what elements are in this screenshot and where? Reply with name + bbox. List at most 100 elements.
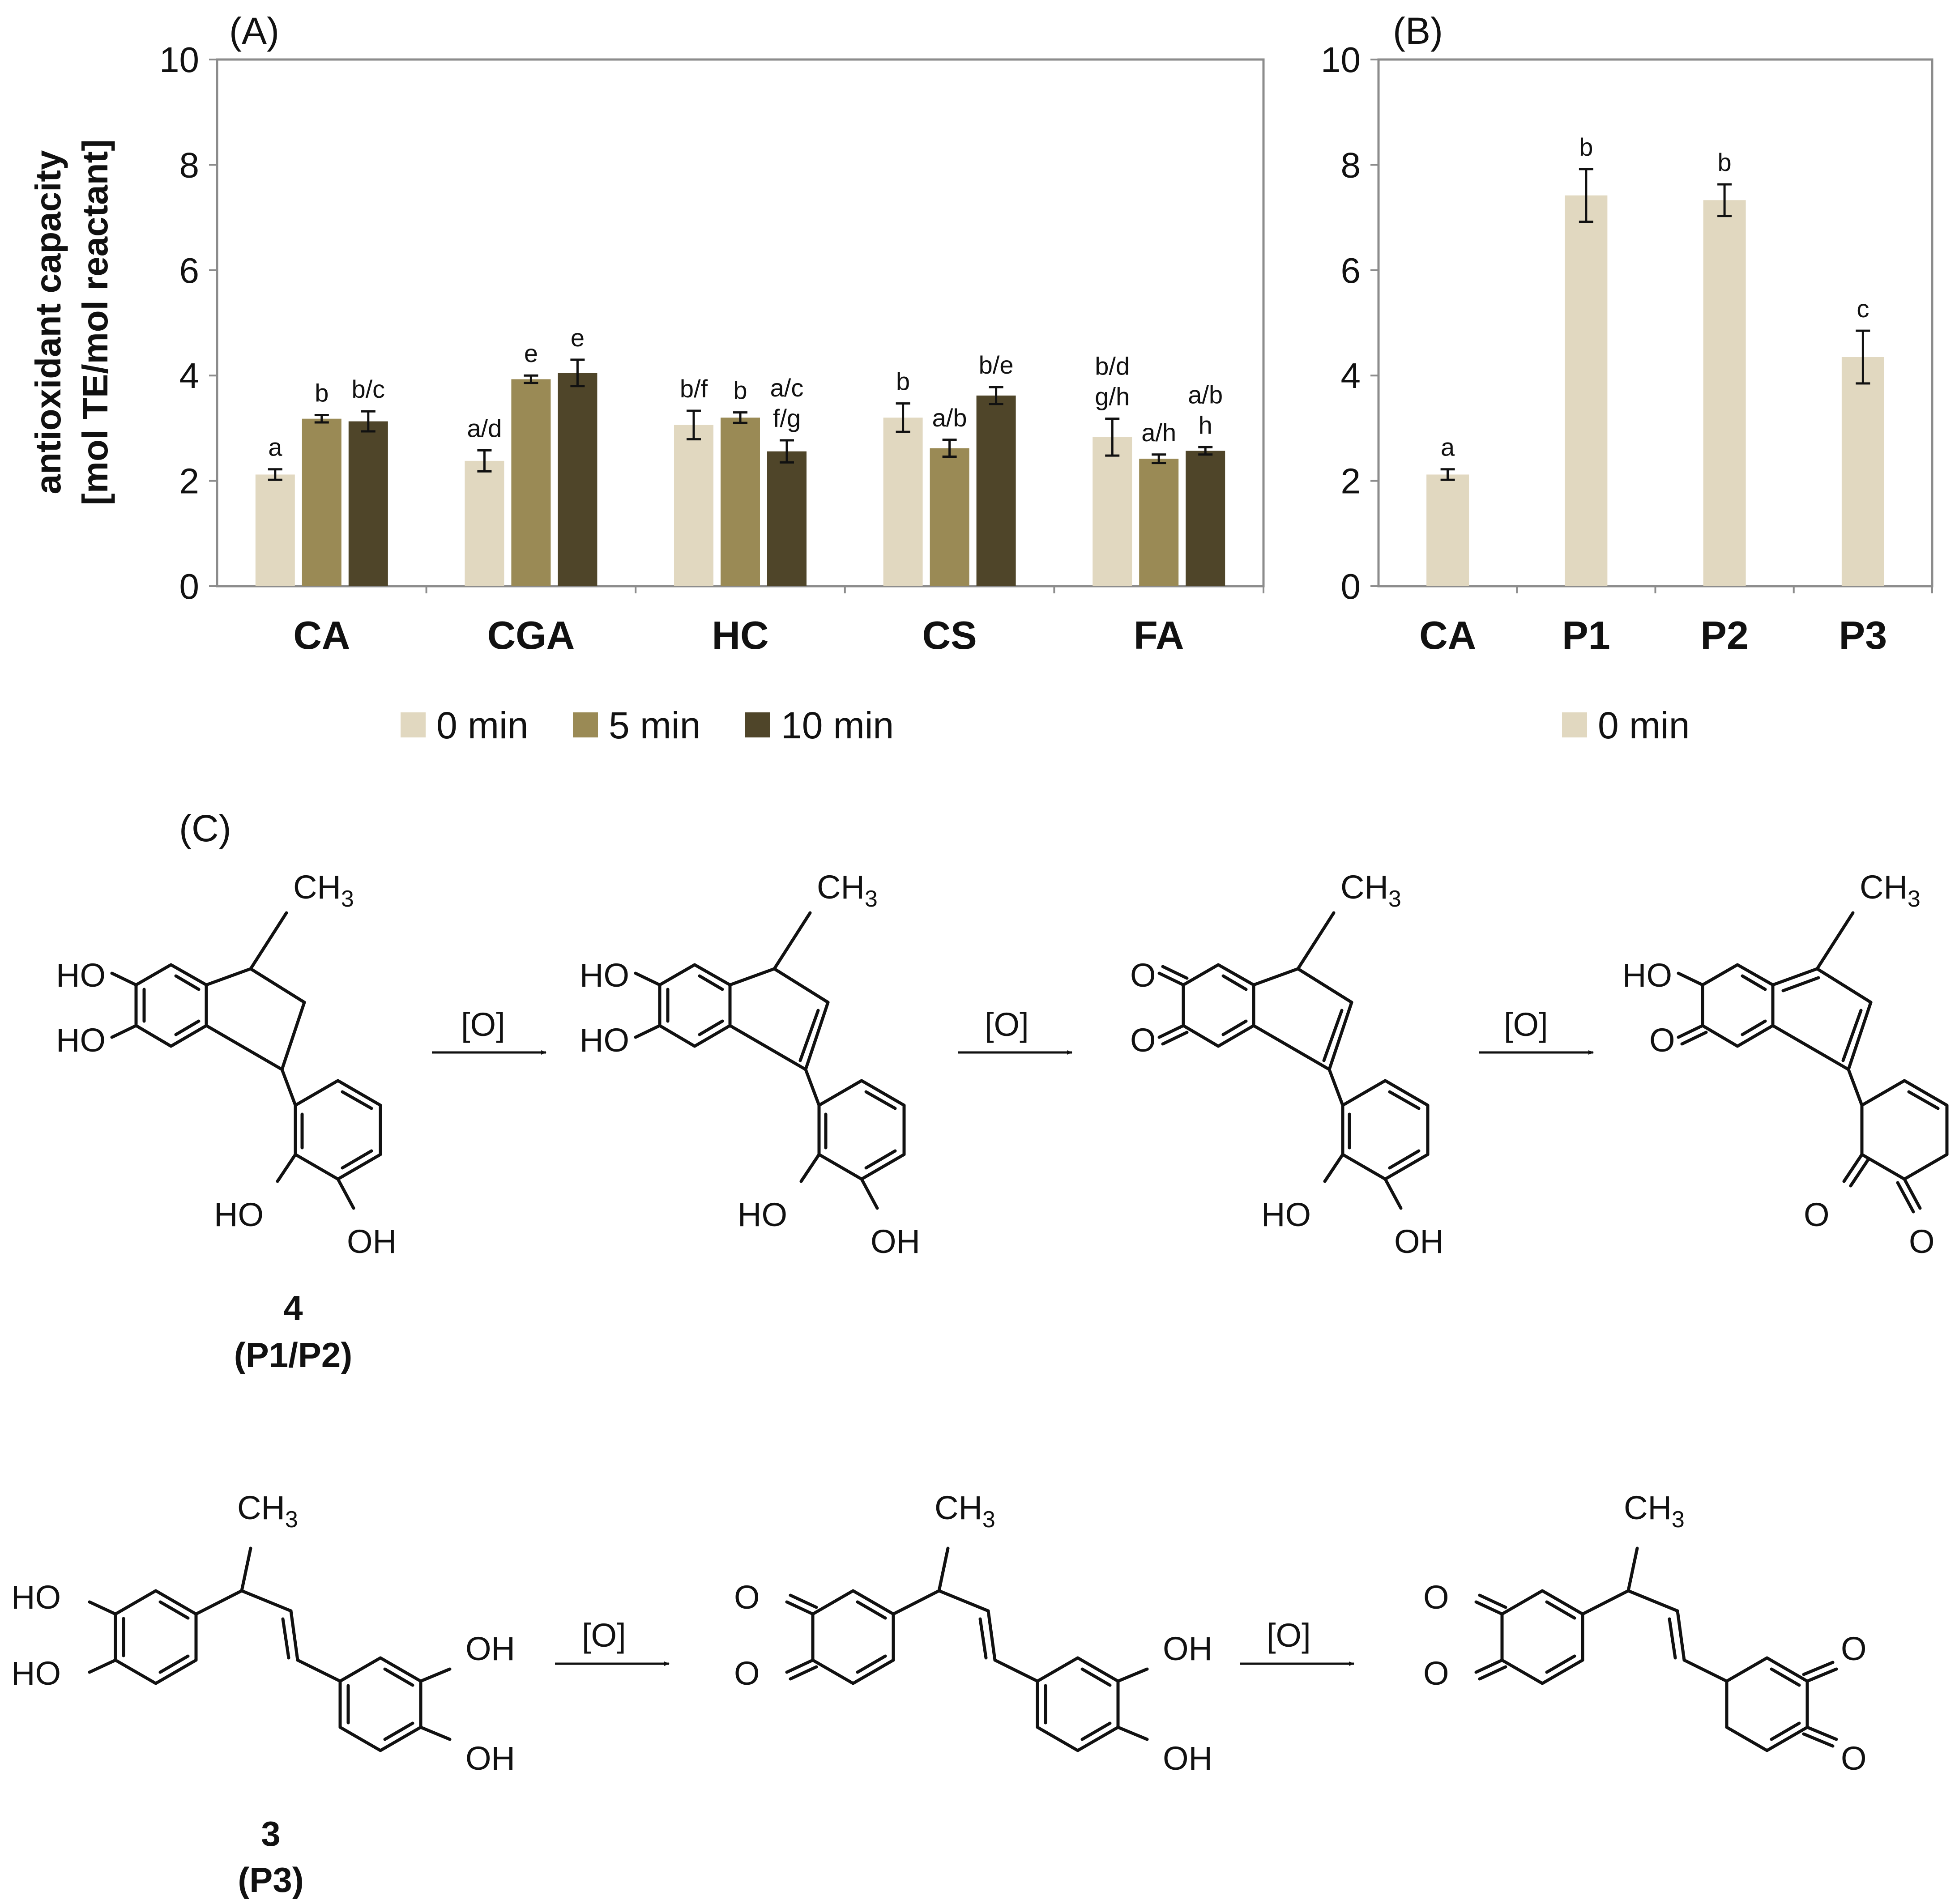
significance-label: a/c [770, 374, 804, 402]
oh-label: OH [465, 1630, 515, 1667]
o-label: O [1841, 1740, 1867, 1777]
molecule-bis-quinone-labels: CH3 HO O O O [1622, 869, 1935, 1260]
y-axis-label-line2: [mol TE/mol reactant] [75, 139, 115, 505]
o-label: O [1909, 1223, 1935, 1260]
category-label: CA [293, 613, 350, 657]
bar [558, 373, 598, 586]
legend-b: 0 min [1562, 704, 1690, 746]
significance-label: f/g [773, 404, 801, 432]
significance-label: b/e [979, 351, 1014, 379]
y-tick-label: 8 [1341, 145, 1361, 185]
bar-group: a b b c [1426, 133, 1884, 586]
category-label: CA [1419, 613, 1476, 657]
oh-label: OH [1163, 1740, 1212, 1777]
molecule-indene-labels: CH3 HO HO HO OH [580, 869, 920, 1260]
legend-swatch [573, 712, 598, 737]
reaction-arrow-2: [O] [958, 1006, 1072, 1055]
molecule-quinone-indene [1157, 911, 1430, 1210]
bar [465, 460, 504, 586]
reagent-label: [O] [1267, 1617, 1311, 1654]
legend-label: 0 min [1598, 704, 1690, 746]
chart-panel-a: (A) 0 2 4 6 8 10 antioxidant capacity [mol TE… [28, 10, 1265, 746]
o-label: O [1130, 1022, 1156, 1059]
y-tick-label: 8 [179, 145, 200, 185]
ch3-label: CH3 [935, 1489, 995, 1533]
oh-label: OH [871, 1223, 920, 1260]
legend-a: 0 min 5 min 10 min [401, 704, 894, 746]
bar [1565, 195, 1608, 586]
category-label: P2 [1700, 613, 1749, 657]
bar [348, 421, 388, 586]
legend-swatch [401, 712, 426, 737]
molecule-mono-quinone-labels: CH3 O O OH OH [734, 1489, 1212, 1777]
oh-label: OH [347, 1223, 397, 1260]
ch3-label: CH3 [237, 1489, 298, 1533]
significance-label: a/h [1141, 418, 1176, 447]
x-axis-categories: CA P1 P2 P3 [1419, 586, 1933, 657]
y-axis: 0 2 4 6 8 10 [1321, 40, 1379, 606]
category-label: P1 [1562, 613, 1610, 657]
molecule-indene [634, 911, 906, 1210]
significance-label: a/b [1188, 380, 1223, 409]
panel-label-b: (B) [1393, 10, 1443, 52]
ho-label: HO [738, 1196, 787, 1233]
bar [930, 448, 969, 586]
o-label: O [734, 1655, 760, 1692]
compound-name-p1-p2: (P1/P2) [234, 1335, 352, 1375]
category-label: HC [712, 613, 768, 657]
reaction-arrow-3: [O] [1479, 1006, 1594, 1055]
y-tick-label: 2 [1341, 461, 1361, 501]
significance-label: e [524, 339, 538, 367]
reagent-label: [O] [582, 1617, 626, 1654]
y-axis-label-line1: antioxidant capacity [28, 150, 68, 494]
significance-label: c [1857, 294, 1869, 323]
ch3-label: CH3 [1340, 869, 1401, 912]
ho-label: HO [1261, 1196, 1311, 1233]
bar [976, 395, 1016, 586]
bar [511, 379, 551, 586]
ho-label: HO [11, 1655, 61, 1692]
compound-number-4: 4 [283, 1288, 303, 1328]
reaction-arrow-1: [O] [432, 1006, 546, 1055]
y-tick-label: 0 [1341, 567, 1361, 606]
bar [255, 474, 295, 586]
y-tick-label: 6 [1341, 251, 1361, 290]
o-label: O [1423, 1655, 1449, 1692]
legend-swatch [745, 712, 770, 737]
molecule-3-labels: CH3 HO HO OH OH [11, 1489, 515, 1777]
reaction-arrow-4: [O] [555, 1617, 670, 1666]
o-label: O [1130, 957, 1156, 994]
legend-swatch [1562, 712, 1587, 737]
y-tick-label: 10 [1321, 40, 1361, 80]
ho-label: HO [580, 957, 629, 994]
molecule-bis-quinone-open-labels: CH3 O O O O [1423, 1489, 1867, 1777]
oh-label: OH [1394, 1223, 1444, 1260]
ho-label: HO [1622, 957, 1672, 994]
significance-label: a/b [932, 404, 967, 432]
bar [302, 418, 341, 586]
legend-label: 10 min [781, 704, 894, 746]
bar [767, 451, 807, 586]
significance-label: g/h [1095, 383, 1130, 411]
category-label: CGA [487, 613, 575, 657]
y-tick-label: 10 [159, 40, 199, 80]
significance-label: e [571, 324, 585, 352]
significance-label: b/f [680, 375, 708, 403]
panel-label-c: (C) [179, 807, 231, 849]
significance-label: b [1718, 148, 1732, 176]
molecule-4-labels: CH3 HO HO HO OH [56, 869, 397, 1260]
ch3-label: CH3 [1624, 1489, 1685, 1533]
ho-label: HO [580, 1022, 629, 1059]
bar [721, 417, 760, 586]
y-tick-label: 4 [179, 356, 200, 396]
chart-panel-b: (B) 0 2 4 6 8 10 a b b c CA P1 P2 P3 0 min [1321, 10, 1933, 746]
o-label: O [734, 1579, 760, 1616]
ho-label: HO [11, 1579, 61, 1616]
significance-label: b [896, 367, 910, 396]
bar [674, 425, 713, 586]
significance-label: b [733, 376, 747, 405]
bar [1186, 451, 1225, 586]
o-label: O [1841, 1630, 1867, 1667]
y-tick-label: 0 [179, 567, 200, 606]
